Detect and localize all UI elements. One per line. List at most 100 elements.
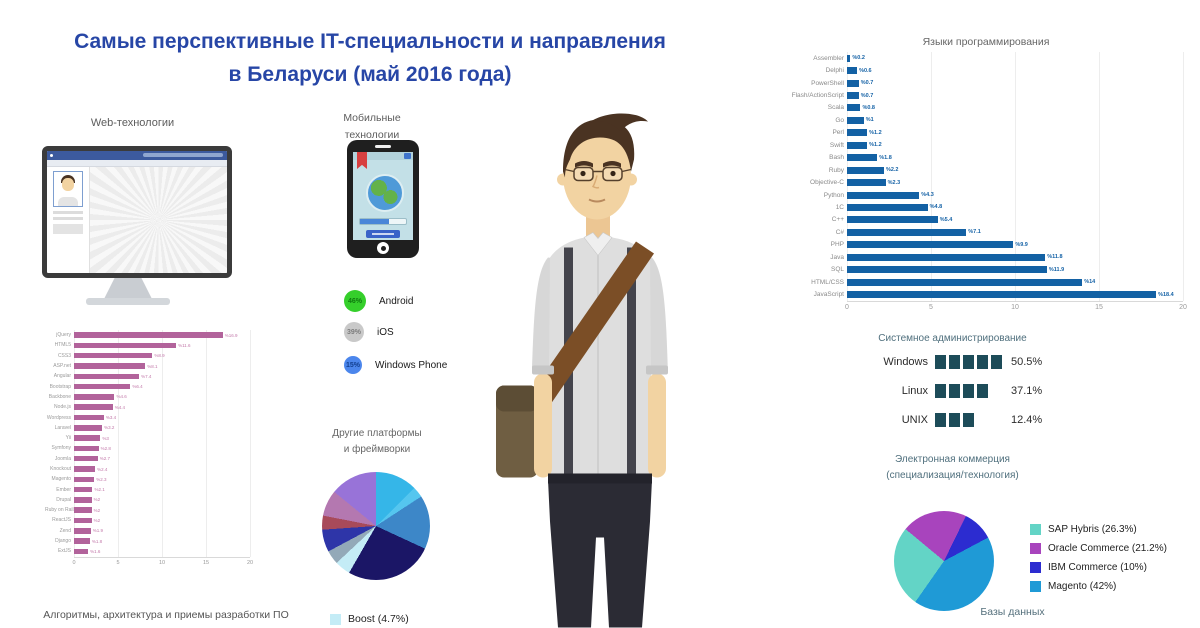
bar-row: Ruby %2.2 [786, 163, 1184, 177]
bar-zone: %2 [74, 515, 251, 526]
bar-label: Symfony [51, 445, 71, 452]
other-platforms-title-line2: и фреймворки [343, 444, 411, 455]
bar-label: Java [830, 253, 844, 261]
bar-rows: Assembler %0.2 Delphi %0.6 PowerShell %0.7 Fla… [786, 52, 1184, 301]
bar-row: Django %1.8 [45, 535, 251, 547]
mouth [588, 198, 606, 203]
mobile-os-row: 15% Windows Phone [344, 356, 447, 374]
bar-value-label: %2.7 [99, 456, 111, 462]
bar-zone: %1.2 [847, 139, 1184, 152]
square-unit [935, 355, 946, 369]
home-button-dot [380, 245, 386, 251]
os-share-value: 39% [346, 328, 361, 336]
bar-zone: %9.9 [847, 238, 1184, 251]
belt [548, 473, 652, 484]
bar [74, 332, 223, 338]
bar [74, 455, 98, 462]
x-axis-tick: 20 [1179, 303, 1187, 311]
other-platforms-legend: Boost (4.7%) [330, 613, 409, 628]
glasses-left-temple [564, 168, 575, 173]
bar [847, 154, 878, 162]
bar-label: jQuery [56, 332, 71, 339]
legend-swatch [330, 613, 341, 625]
bar [847, 228, 967, 236]
pants [548, 479, 652, 628]
bar-zone: %0.7 [847, 89, 1184, 102]
bar-row: ReactJS %2 [45, 515, 251, 526]
bar [74, 342, 177, 349]
bar-value-label: %2 [93, 497, 101, 503]
monitor-illustration [42, 146, 232, 278]
bar-label: Swift [829, 141, 844, 149]
bar [847, 241, 1014, 249]
bar-value-label: %4.8 [929, 204, 943, 211]
hair [563, 119, 635, 178]
os-share-circle: 46% [344, 290, 366, 312]
bar-row: Ruby on Rails %2 [45, 505, 251, 516]
shirt-collar [583, 232, 613, 256]
progress-fill [360, 219, 389, 224]
bar-zone: %3.4 [74, 412, 251, 423]
bar-label: Perl [832, 129, 844, 137]
mobile-os-stats: 46% Android 39% iOS 15% Windows Phone [344, 290, 447, 374]
os-name-label: Windows Phone [375, 359, 448, 371]
phone-screen-header [353, 152, 413, 160]
x-axis-tick: 10 [1011, 303, 1019, 311]
bar-value-label: %4.4 [114, 404, 125, 410]
bar-label: Ember [56, 486, 71, 493]
bar [847, 54, 851, 62]
bar [847, 116, 864, 124]
bar-row: PHP %9.9 [786, 238, 1184, 251]
bar-label: PowerShell [811, 79, 844, 87]
bar-row: C# %7.1 [786, 226, 1184, 239]
square-unit [977, 384, 988, 398]
os-share-value: 15% [345, 361, 360, 369]
bar-value-label: %4.3 [921, 192, 934, 199]
right-cuff [646, 365, 668, 375]
right-forearm [648, 373, 666, 478]
bar-row: Bash %1.8 [786, 151, 1184, 164]
bar-row: Backbone %4.6 [45, 391, 251, 403]
loading-progress-bar [359, 218, 407, 225]
legend-swatch [1030, 562, 1041, 573]
bar-value-label: %1.9 [92, 528, 103, 534]
left-forearm [534, 373, 552, 478]
bar-row: ExtJS %1.6 [45, 546, 251, 557]
sysadmin-row: Windows 50.5% [858, 351, 1042, 373]
bar-value-label: %1.2 [869, 142, 882, 149]
bar-label: Objective-C [810, 179, 844, 187]
bar-zone: %0.2 [847, 52, 1184, 65]
ecommerce-title-line1: Электронная коммерция [895, 454, 1010, 465]
sysadmin-percent: 12.4% [1011, 414, 1043, 426]
bar-value-label: %3 [102, 435, 109, 441]
avatar-face [62, 178, 74, 191]
bar-zone: %16.9 [74, 330, 251, 341]
bar-row: Go %1 [786, 114, 1184, 127]
bar [74, 383, 131, 390]
bar-label: C++ [831, 216, 844, 224]
os-share-circle: 39% [344, 322, 364, 342]
sunburst-background [90, 167, 227, 273]
right-eyebrow [603, 161, 621, 168]
left-cuff [532, 365, 554, 375]
bar [847, 291, 1157, 299]
other-platforms-title-line1: Другие платформы [332, 428, 422, 439]
bar-row: Scala %0.8 [786, 101, 1184, 115]
page-title-line2: в Беларуси (май 2016 года) [228, 62, 512, 86]
web-section-label: Web-технологии [90, 117, 175, 129]
bar [847, 191, 920, 199]
square-unit [935, 384, 946, 398]
bar-row: Flash/ActionScript %0.7 [786, 89, 1184, 102]
bar [74, 404, 113, 410]
bar-label: C# [835, 228, 844, 236]
bar-value-label: %2 [93, 507, 101, 513]
ecommerce-pie-chart [894, 511, 994, 611]
bar-row: ASP.net %8.1 [45, 360, 251, 372]
bar-value-label: %11.9 [1048, 266, 1065, 273]
bar-row: Laravel %3.2 [45, 422, 251, 433]
bar-zone: %11.8 [847, 251, 1184, 264]
bar-row: 1C %4.8 [786, 201, 1184, 214]
bar [74, 352, 153, 359]
bar-label: Delphi [825, 67, 844, 75]
bar-zone: %14 [847, 275, 1184, 289]
